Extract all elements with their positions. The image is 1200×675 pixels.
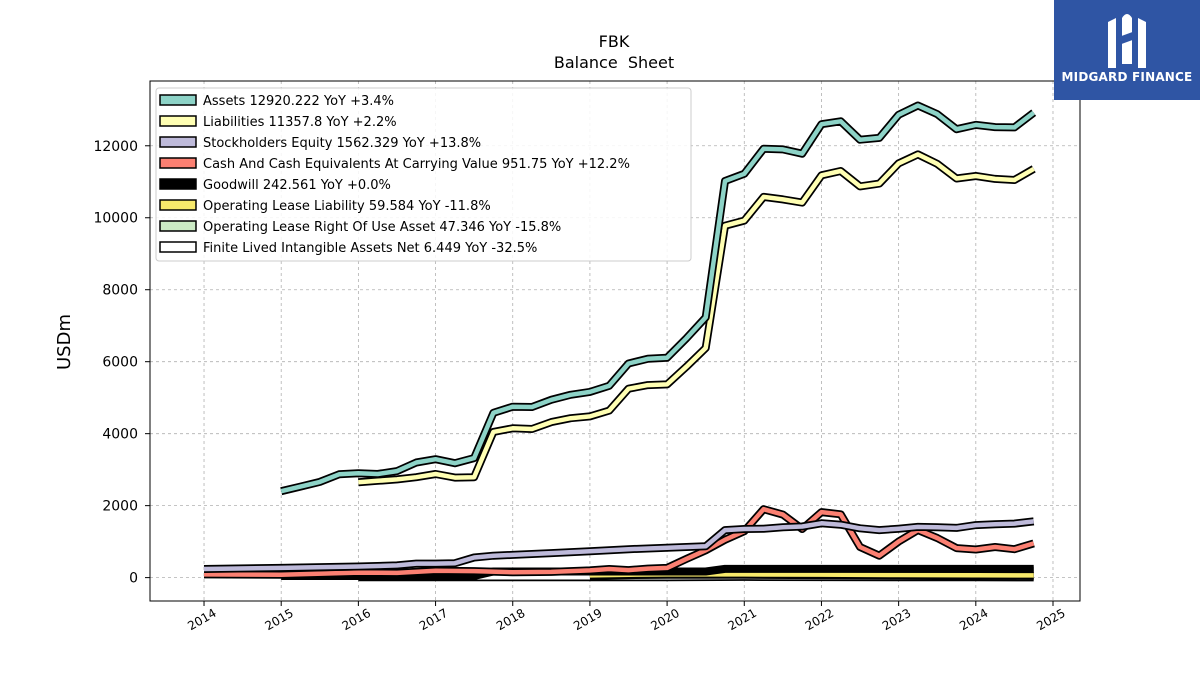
- legend-swatch: [159, 241, 197, 253]
- x-tick-label: 2016: [340, 606, 373, 633]
- chart-title: FBK: [599, 32, 630, 51]
- legend-entry-label: Stockholders Equity 1562.329 YoY +13.8%: [203, 136, 481, 151]
- x-tick-label: 2022: [803, 606, 836, 633]
- chart-subtitle: Balance Sheet: [554, 53, 674, 72]
- x-tick-label: 2019: [571, 606, 604, 633]
- y-tick-label: 6000: [102, 355, 138, 371]
- x-tick-label: 2024: [957, 606, 990, 633]
- y-axis-label: USDm: [54, 314, 75, 370]
- brand-mark-icon: [1108, 14, 1146, 68]
- x-tick-label: 2015: [262, 606, 295, 633]
- series-line: [280, 103, 1036, 494]
- legend-swatch: [159, 136, 197, 148]
- brand-name: MIDGARD FINANCE: [1061, 70, 1193, 84]
- legend-entry-label: Liabilities 11357.8 YoY +2.2%: [203, 115, 397, 130]
- brand-logo: MIDGARD FINANCE: [1054, 0, 1200, 100]
- y-axis-ticks: 0 2000 4000 6000 8000 10000 12000: [93, 139, 150, 587]
- legend-swatch: [159, 199, 197, 211]
- legend-entry-label: Assets 12920.222 YoY +3.4%: [203, 94, 394, 109]
- legend-entry-label: Finite Lived Intangible Assets Net 6.449…: [203, 241, 537, 256]
- series-line: [358, 152, 1035, 485]
- x-tick-label: 2021: [726, 606, 759, 633]
- x-tick-label: 2020: [648, 606, 681, 633]
- legend-swatch: [159, 157, 197, 169]
- y-tick-label: 12000: [93, 139, 138, 155]
- legend-swatch: [159, 178, 197, 190]
- series-line: [203, 519, 1034, 572]
- legend-entry-label: Goodwill 242.561 YoY +0.0%: [203, 178, 391, 193]
- legend-entry-label: Cash And Cash Equivalents At Carrying Va…: [203, 157, 630, 172]
- legend: Assets 12920.222 YoY +3.4% Liabilities 11…: [155, 87, 692, 262]
- series-lines: [203, 101, 1037, 582]
- y-tick-label: 0: [129, 571, 138, 587]
- series-line: [203, 506, 1035, 577]
- legend-entry-label: Operating Lease Right Of Use Asset 47.34…: [203, 220, 561, 235]
- y-tick-label: 8000: [102, 283, 138, 299]
- legend-entry-label: Operating Lease Liability 59.584 YoY -11…: [203, 199, 491, 214]
- x-tick-label: 2025: [1034, 606, 1067, 633]
- x-axis-ticks: 2014 2015 2016 2017 2018 2019 2020 2021 2022 2023…: [185, 601, 1068, 633]
- x-tick-label: 2023: [880, 606, 913, 633]
- legend-swatch: [159, 94, 197, 106]
- legend-swatch: [159, 115, 197, 127]
- x-tick-label: 2018: [494, 606, 527, 633]
- legend-box: [155, 87, 692, 262]
- y-tick-label: 4000: [102, 427, 138, 443]
- x-tick-label: 2017: [417, 606, 450, 633]
- y-tick-label: 10000: [93, 211, 138, 227]
- plot-frame: [149, 80, 1081, 602]
- x-tick-label: 2014: [185, 606, 218, 633]
- y-tick-label: 2000: [102, 499, 138, 515]
- legend-swatch: [159, 220, 197, 232]
